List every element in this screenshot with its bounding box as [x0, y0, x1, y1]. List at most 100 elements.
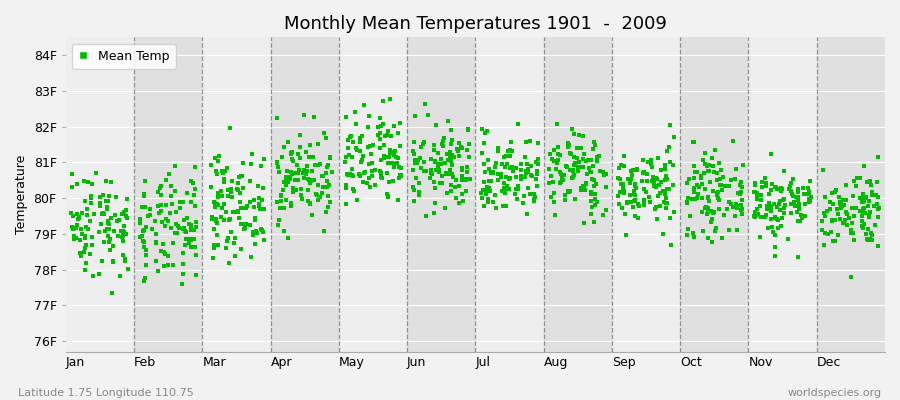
Point — [659, 195, 673, 201]
Point — [428, 158, 443, 164]
Point — [713, 182, 727, 188]
Point — [554, 171, 568, 177]
Point — [142, 206, 157, 213]
Point — [687, 188, 701, 195]
Point — [775, 215, 789, 221]
Point — [392, 172, 407, 179]
Point — [481, 157, 495, 163]
Point — [176, 250, 190, 256]
Point — [73, 250, 87, 256]
Point — [393, 172, 408, 178]
Point — [220, 193, 235, 199]
Point — [110, 217, 124, 224]
Point — [214, 214, 229, 220]
Point — [508, 164, 523, 171]
Point — [385, 178, 400, 184]
Point — [646, 174, 661, 180]
Point — [217, 217, 231, 224]
Point — [695, 195, 709, 201]
Point — [784, 188, 798, 194]
Point — [100, 226, 114, 232]
Point — [629, 166, 643, 173]
Point — [363, 142, 377, 149]
Point — [301, 198, 315, 204]
Point — [252, 194, 266, 201]
Point — [802, 191, 816, 198]
Point — [417, 159, 431, 165]
Point — [238, 221, 253, 227]
Point — [781, 236, 796, 242]
Point — [861, 198, 876, 204]
Point — [78, 234, 93, 240]
Point — [291, 170, 305, 176]
Point — [119, 231, 133, 238]
Point — [270, 164, 284, 170]
Point — [733, 182, 747, 188]
Point — [803, 178, 817, 184]
Point — [310, 141, 325, 148]
Point — [712, 197, 726, 203]
Point — [824, 218, 839, 224]
Point — [274, 192, 288, 199]
Point — [572, 131, 586, 138]
Point — [653, 190, 668, 196]
Point — [754, 179, 769, 186]
Point — [502, 147, 517, 154]
Point — [596, 169, 610, 176]
Point — [771, 201, 786, 207]
Point — [463, 175, 477, 182]
Point — [380, 132, 394, 138]
Point — [489, 160, 503, 166]
Point — [362, 175, 376, 182]
Point — [105, 258, 120, 264]
Point — [371, 124, 385, 130]
Point — [284, 171, 299, 178]
Point — [143, 212, 157, 218]
Point — [209, 218, 223, 225]
Point — [207, 226, 221, 233]
Point — [593, 168, 608, 174]
Point — [452, 200, 466, 206]
Point — [481, 184, 495, 190]
Point — [406, 166, 420, 173]
Point — [207, 199, 221, 206]
Point — [454, 191, 469, 198]
Point — [452, 182, 466, 189]
Point — [230, 186, 244, 192]
Point — [338, 201, 353, 207]
Point — [93, 200, 107, 206]
Point — [243, 161, 257, 167]
Point — [382, 146, 397, 153]
Point — [417, 138, 431, 145]
Point — [158, 251, 172, 258]
Point — [208, 155, 222, 162]
Point — [847, 237, 861, 243]
Point — [440, 151, 454, 157]
Point — [503, 165, 517, 172]
Point — [553, 152, 567, 158]
Point — [215, 170, 230, 176]
Point — [236, 160, 250, 166]
Point — [583, 211, 598, 217]
Point — [542, 166, 556, 172]
Point — [763, 151, 778, 158]
Point — [245, 150, 259, 157]
Point — [616, 188, 631, 194]
Point — [382, 153, 396, 160]
Point — [70, 222, 85, 228]
Point — [571, 164, 585, 170]
Point — [637, 201, 652, 207]
Point — [788, 203, 802, 210]
Point — [439, 170, 454, 177]
Point — [514, 176, 528, 182]
Point — [590, 154, 604, 160]
Point — [563, 150, 578, 156]
Point — [436, 143, 450, 149]
Point — [428, 159, 443, 166]
Point — [585, 175, 599, 182]
Point — [680, 195, 695, 202]
Point — [356, 170, 371, 177]
Point — [705, 239, 719, 245]
Point — [432, 166, 446, 173]
Point — [680, 226, 695, 232]
